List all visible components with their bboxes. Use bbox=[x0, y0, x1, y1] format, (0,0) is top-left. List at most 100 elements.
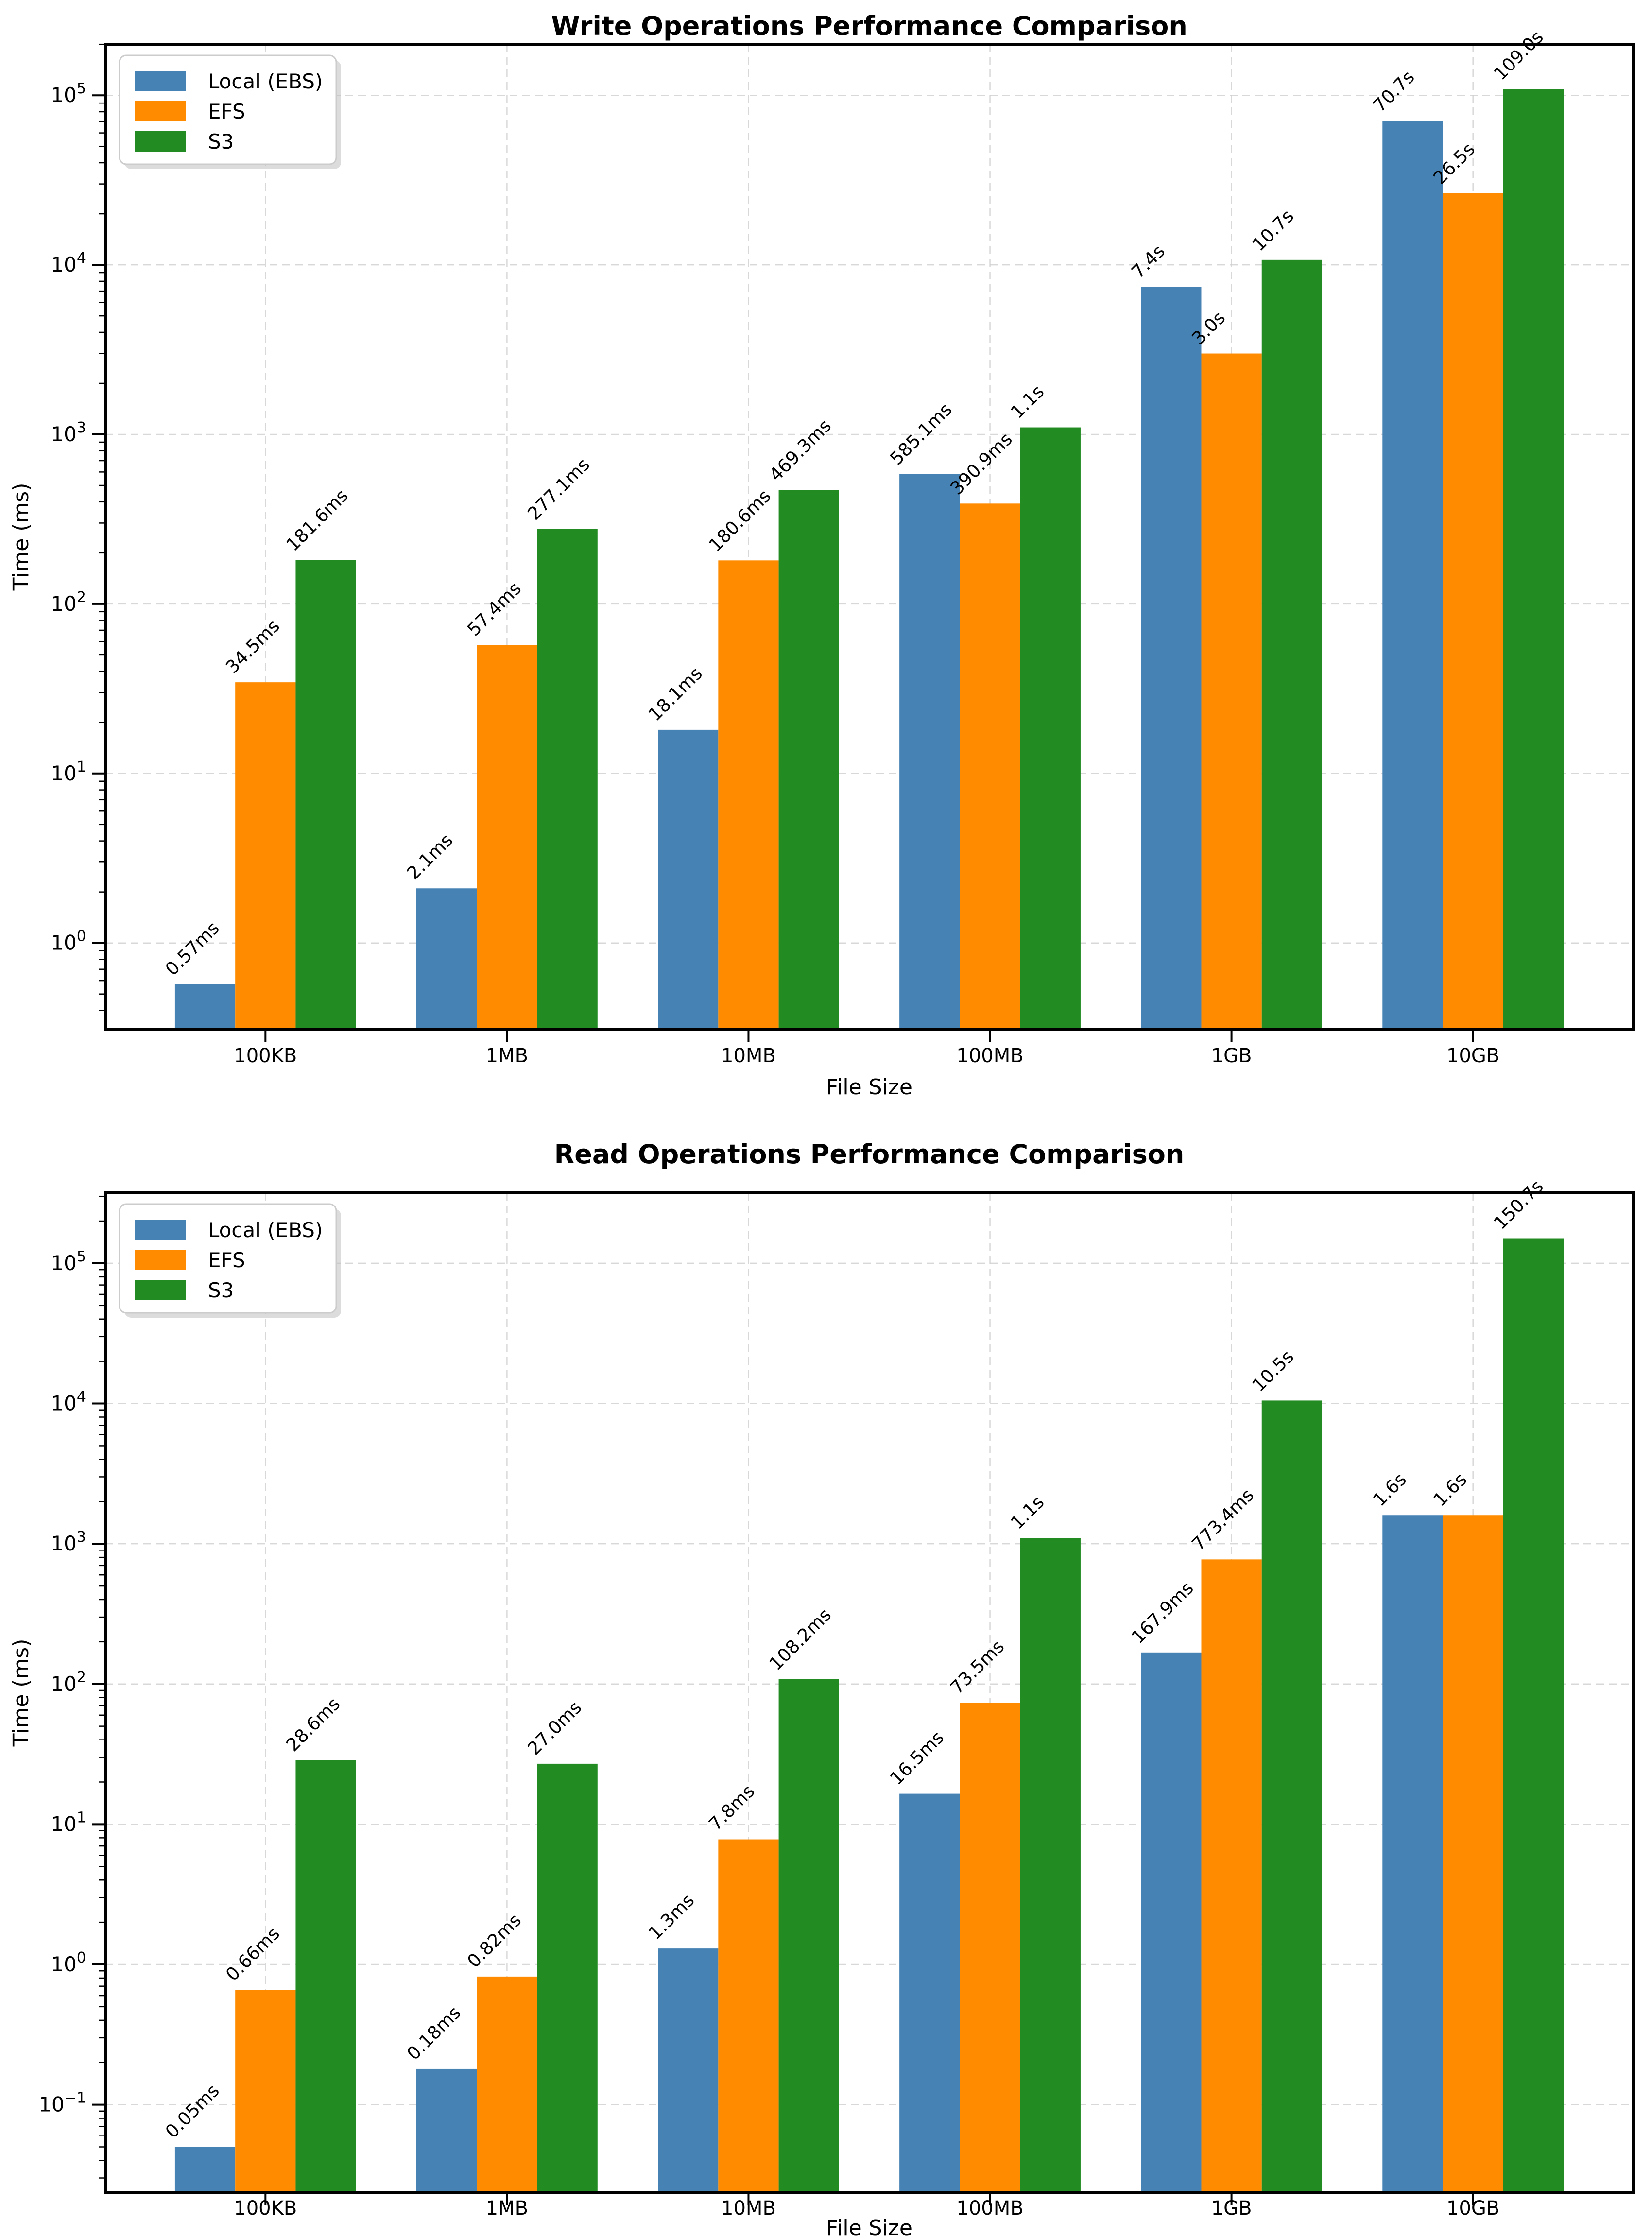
x-tick-label: 10GB bbox=[1446, 1045, 1499, 1067]
bar bbox=[477, 1976, 537, 2192]
legend-label: Local (EBS) bbox=[208, 1218, 323, 1242]
y-tick-label: 10−1 bbox=[38, 2090, 86, 2117]
x-tick-label: 1GB bbox=[1211, 1045, 1252, 1067]
bar-value-label: 0.66ms bbox=[222, 1923, 284, 1985]
bar bbox=[295, 1760, 356, 2192]
y-tick-label: 102 bbox=[51, 589, 86, 616]
bar bbox=[235, 1990, 296, 2192]
bar-value-label: 73.5ms bbox=[946, 1636, 1008, 1698]
bar bbox=[1141, 287, 1202, 1030]
bar-value-label: 277.1ms bbox=[524, 454, 594, 524]
y-tick-label: 101 bbox=[51, 758, 86, 785]
bar bbox=[537, 529, 598, 1029]
bar-value-label: 0.05ms bbox=[161, 2080, 224, 2142]
bar-value-label: 469.3ms bbox=[765, 415, 835, 485]
bar bbox=[1141, 1652, 1202, 2192]
y-tick-label: 100 bbox=[51, 928, 86, 955]
legend-swatch bbox=[135, 101, 186, 121]
bar-value-label: 16.5ms bbox=[886, 1727, 948, 1789]
legend: Local (EBS) EFS S3 bbox=[119, 1203, 341, 1318]
bar-value-label: 1.6s bbox=[1369, 1469, 1411, 1511]
write-operations-chart: 0.57ms2.1ms18.1ms585.1ms7.4s70.7s34.5ms5… bbox=[9, 11, 1635, 1100]
bar bbox=[416, 888, 477, 1029]
bar bbox=[1020, 1538, 1081, 2192]
bar-value-label: 7.8ms bbox=[705, 1781, 758, 1835]
bar bbox=[1443, 1515, 1503, 2192]
grid bbox=[105, 44, 1633, 1029]
x-tick-label: 10MB bbox=[721, 2197, 776, 2220]
bar bbox=[960, 503, 1020, 1029]
bar-value-label: 34.5ms bbox=[222, 616, 284, 678]
bar-value-label: 27.0ms bbox=[524, 1697, 586, 1759]
bar-value-label: 1.1s bbox=[1007, 1492, 1049, 1533]
y-tick-label: 102 bbox=[51, 1669, 86, 1696]
series-Local (EBS): 0.57ms2.1ms18.1ms585.1ms7.4s70.7s bbox=[161, 67, 1443, 1030]
x-tick-label: 10MB bbox=[721, 1045, 776, 1067]
axes-ticks: 10−1 100 101 102 103 104 105 100KB 1MB 10MB 100MB 1… bbox=[38, 1195, 1499, 2220]
bar bbox=[295, 560, 356, 1029]
legend-swatch bbox=[135, 71, 186, 91]
bar-value-label: 10.7s bbox=[1248, 206, 1298, 255]
series-S3: 181.6ms 277.1ms 469.3ms 1.1s 10.7s 109.0s bbox=[282, 27, 1564, 1030]
bar bbox=[778, 490, 839, 1029]
x-tick-label: 1MB bbox=[486, 1045, 528, 1067]
x-tick-label: 100MB bbox=[956, 2197, 1023, 2220]
bar-value-label: 180.6ms bbox=[705, 485, 774, 555]
legend: Local (EBS) EFS S3 bbox=[119, 54, 341, 169]
bar-value-label: 0.18ms bbox=[403, 2002, 465, 2065]
series-S3: 28.6ms 27.0ms 108.2ms 1.1s 10.5s 150.7s bbox=[282, 1176, 1564, 2192]
bar-value-label: 181.6ms bbox=[282, 485, 352, 555]
x-axis-label: File Size bbox=[826, 2216, 912, 2237]
bar bbox=[416, 2068, 477, 2192]
bar bbox=[537, 1763, 598, 2192]
bar bbox=[1382, 1515, 1443, 2192]
bar bbox=[960, 1703, 1020, 2192]
bar-value-label: 150.7s bbox=[1490, 1176, 1548, 1234]
bar bbox=[174, 2147, 236, 2192]
grid bbox=[105, 1193, 1633, 2192]
y-tick-label: 105 bbox=[51, 80, 86, 107]
bar-value-label: 18.1ms bbox=[644, 663, 706, 725]
y-tick-label: 104 bbox=[51, 1389, 86, 1415]
bar-value-label: 1.6s bbox=[1429, 1469, 1471, 1511]
bar bbox=[1503, 1238, 1564, 2192]
bar bbox=[899, 1793, 960, 2192]
bar bbox=[1020, 427, 1081, 1029]
x-tick-label: 10GB bbox=[1446, 2197, 1499, 2220]
bar-value-label: 0.82ms bbox=[463, 1910, 525, 1972]
x-tick-label: 1GB bbox=[1211, 2197, 1252, 2220]
bar-value-label: 0.57ms bbox=[161, 917, 224, 980]
bar bbox=[235, 682, 296, 1029]
y-axis-label: Time (ms) bbox=[9, 1639, 34, 1747]
bar-value-label: 2.1ms bbox=[403, 829, 457, 883]
y-tick-label: 101 bbox=[51, 1809, 86, 1836]
y-tick-label: 104 bbox=[51, 250, 86, 276]
bar bbox=[477, 645, 537, 1029]
bar-value-label: 1.1s bbox=[1007, 381, 1049, 423]
bar-value-label: 7.4s bbox=[1127, 241, 1169, 282]
y-tick-label: 103 bbox=[51, 419, 86, 446]
bar-value-label: 108.2ms bbox=[765, 1604, 835, 1674]
bar-value-label: 109.0s bbox=[1490, 27, 1548, 85]
bar bbox=[1261, 1400, 1323, 2192]
bar bbox=[899, 474, 960, 1030]
legend-swatch bbox=[135, 1220, 186, 1240]
y-tick-label: 103 bbox=[51, 1529, 86, 1555]
y-tick-label: 105 bbox=[51, 1248, 86, 1275]
legend-label: EFS bbox=[208, 1248, 245, 1272]
bar bbox=[1503, 89, 1564, 1030]
bar bbox=[1443, 193, 1503, 1029]
bar bbox=[1201, 353, 1262, 1029]
chart-title: Write Operations Performance Comparison bbox=[551, 11, 1187, 41]
y-tick-label: 100 bbox=[51, 1949, 86, 1976]
bar bbox=[174, 984, 236, 1029]
legend-label: EFS bbox=[208, 100, 245, 123]
x-tick-label: 1MB bbox=[486, 2197, 528, 2220]
bar-value-label: 70.7s bbox=[1369, 67, 1418, 116]
bar-value-label: 390.9ms bbox=[946, 429, 1016, 499]
bar-value-label: 10.5s bbox=[1248, 1346, 1298, 1395]
bar bbox=[658, 1948, 719, 2192]
